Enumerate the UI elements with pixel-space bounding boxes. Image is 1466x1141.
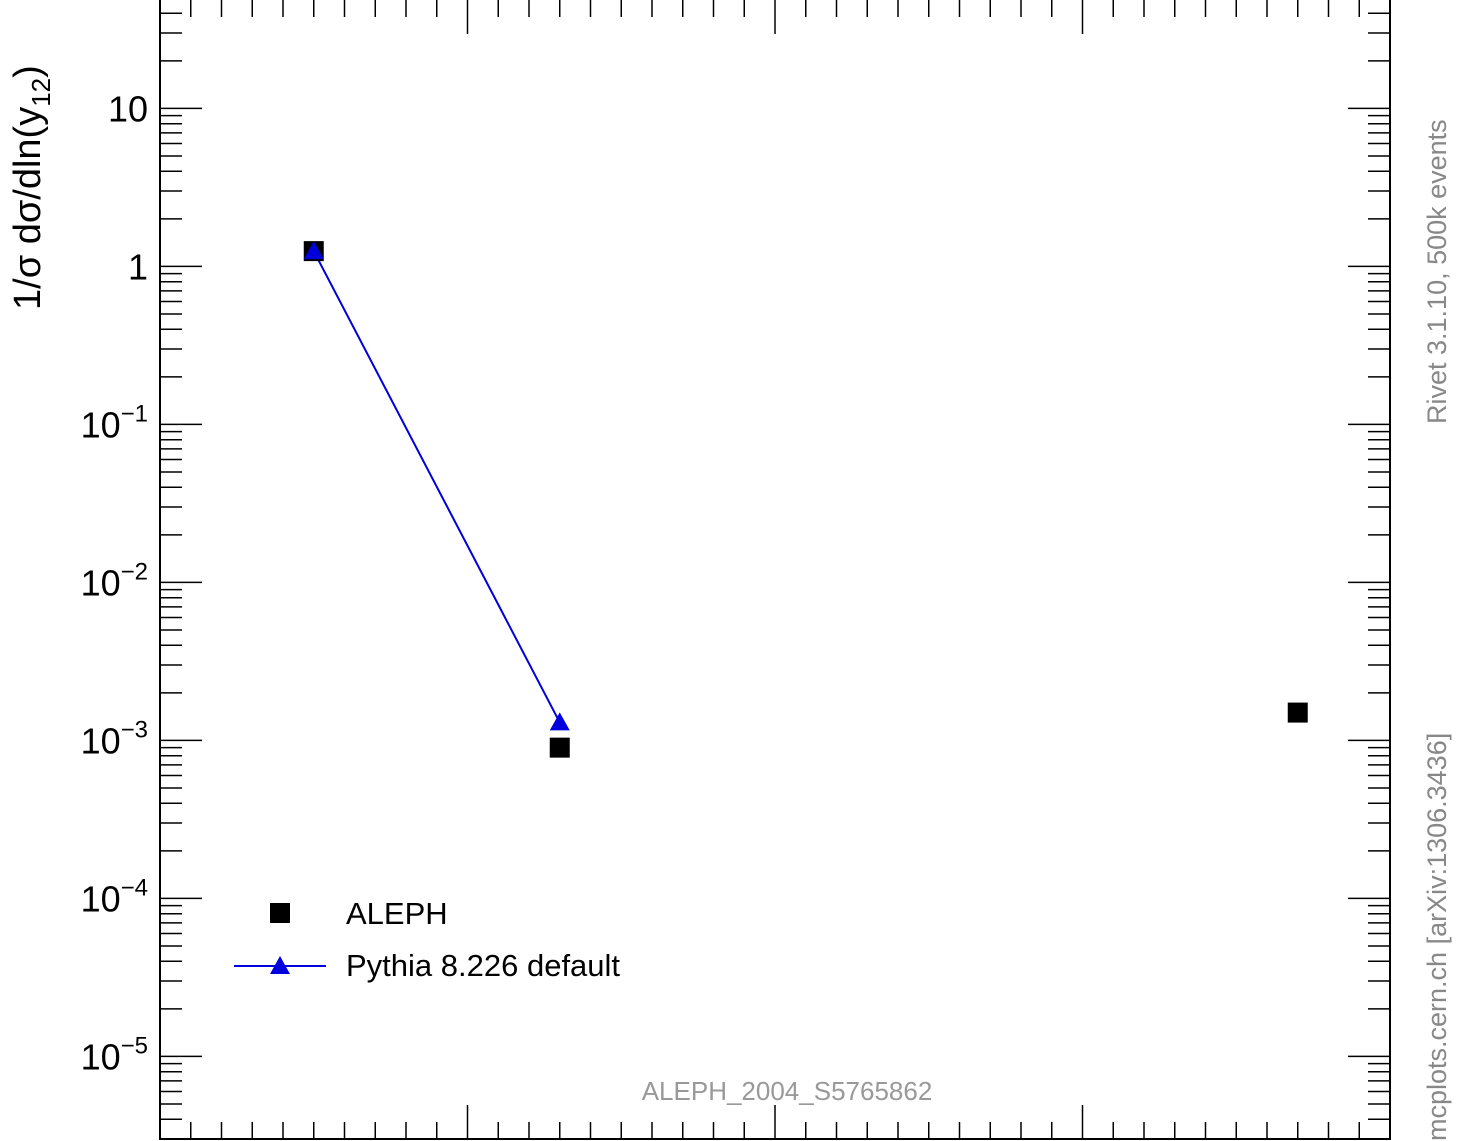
y-axis-label-main: 1/σ dσ/dln(y xyxy=(7,107,49,310)
y-axis-label: 1/σ dσ/dln(y12) xyxy=(7,65,56,310)
y-axis-label-close: ) xyxy=(7,65,49,78)
y-tick-label: 10−4 xyxy=(81,874,148,919)
y-tick-base: 10 xyxy=(81,878,121,919)
y-tick-label: 10−3 xyxy=(81,716,148,761)
y-tick-exponent: −1 xyxy=(121,400,148,427)
legend-marker-pythia xyxy=(270,956,290,974)
y-axis-label-sub: 12 xyxy=(26,78,56,107)
series-layer xyxy=(303,241,1308,758)
y-tick-base: 10 xyxy=(108,88,148,129)
y-tick-base: 10 xyxy=(81,404,121,445)
pythia-point xyxy=(549,712,570,731)
aleph-point xyxy=(549,737,570,758)
pythia-point xyxy=(303,241,324,260)
y-tick-label: 10−2 xyxy=(81,558,148,603)
legend-marker-aleph xyxy=(270,903,290,923)
plot-frame xyxy=(159,0,1391,1140)
y-tick-label: 10−1 xyxy=(81,400,148,445)
aleph-point xyxy=(1287,702,1308,723)
y-tick-base: 10 xyxy=(81,720,121,761)
y-tick-base: 1 xyxy=(128,246,148,287)
legend-label-aleph: ALEPH xyxy=(346,896,448,931)
axis-ticks xyxy=(159,0,1391,1140)
y-tick-exponent: −5 xyxy=(121,1032,148,1059)
y-tick-label: 10−5 xyxy=(81,1032,148,1077)
series-line-1 xyxy=(312,250,561,723)
legend-label-pythia: Pythia 8.226 default xyxy=(346,948,620,983)
y-tick-label: 1 xyxy=(128,246,148,287)
mcplots-label: mcplots.cern.ch [arXiv:1306.3436] xyxy=(1422,733,1452,1141)
y-tick-base: 10 xyxy=(81,562,121,603)
legend: ALEPH Pythia 8.226 default xyxy=(234,896,620,983)
y-tick-base: 10 xyxy=(81,1036,121,1077)
y-tick-exponent: −2 xyxy=(121,558,148,585)
rivet-label: Rivet 3.1.10, 500k events xyxy=(1422,119,1452,424)
y-tick-exponent: −4 xyxy=(121,874,148,901)
analysis-watermark: ALEPH_2004_S5765862 xyxy=(642,1076,933,1106)
y-tick-exponent: −3 xyxy=(121,716,148,743)
y-tick-label: 10 xyxy=(108,88,148,129)
